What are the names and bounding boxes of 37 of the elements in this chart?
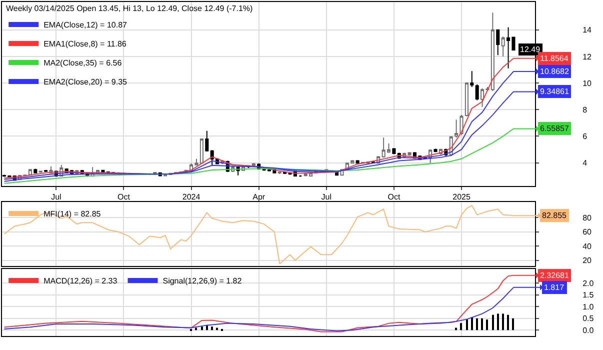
y-tick-label: 12 <box>582 52 592 62</box>
data-label: 10.8682 <box>540 67 570 76</box>
legend-label: MA2(Close,35) = 6.56 <box>44 58 122 68</box>
data-label: 6.55857 <box>540 124 570 133</box>
x-tick-label: Jul <box>51 192 62 202</box>
y-tick-label: 40 <box>582 242 592 251</box>
x-tick-label: Jul <box>321 192 332 202</box>
legend-label: Signal(12,26,9) = 1.82 <box>162 276 242 286</box>
y-tick-label: 20 <box>582 256 592 266</box>
y-tick-label: 0.0 <box>582 326 594 335</box>
chart-title: Weekly 03/14/2025 Open 13.45, Hi 13, Lo 12.49, Close 12.49 (-7.1%) <box>6 4 254 13</box>
y-tick-label: 10 <box>582 78 592 88</box>
data-label: 9.34861 <box>540 87 570 96</box>
data-label: 11.8564 <box>540 54 569 63</box>
legend-label: EMA(Close,12) = 10.87 <box>44 20 128 30</box>
x-tick-label: Oct <box>388 192 401 202</box>
annotation: 12.49 <box>520 45 541 54</box>
x-tick-label: 2024 <box>182 192 201 202</box>
y-tick-label: 1.5 <box>582 290 594 300</box>
data-label: 82.855 <box>542 211 568 220</box>
x-tick-label: Apr <box>252 192 266 202</box>
y-tick-label: 8 <box>582 105 588 114</box>
legend-label: EMA1(Close,8) = 11.86 <box>44 40 127 49</box>
y-tick-label: 14 <box>582 26 592 35</box>
legend-label: MACD(12,26) = 2.33 <box>44 276 118 286</box>
y-tick-label: 0.5 <box>582 314 594 324</box>
y-tick-label: 6 <box>582 132 588 141</box>
y-tick-label: 80 <box>582 213 592 222</box>
data-label: 2.32681 <box>540 271 570 280</box>
y-tick-label: 60 <box>582 228 592 237</box>
y-tick-label: 4 <box>582 158 588 168</box>
x-tick-label: 2025 <box>452 192 471 202</box>
legend-label: EMA2(Close,20) = 9.35 <box>44 78 128 87</box>
data-label: 1.817 <box>544 283 565 292</box>
y-tick-label: 2.0 <box>582 278 594 288</box>
x-tick-label: Oct <box>118 192 131 202</box>
y-tick-label: 1.0 <box>582 302 594 312</box>
